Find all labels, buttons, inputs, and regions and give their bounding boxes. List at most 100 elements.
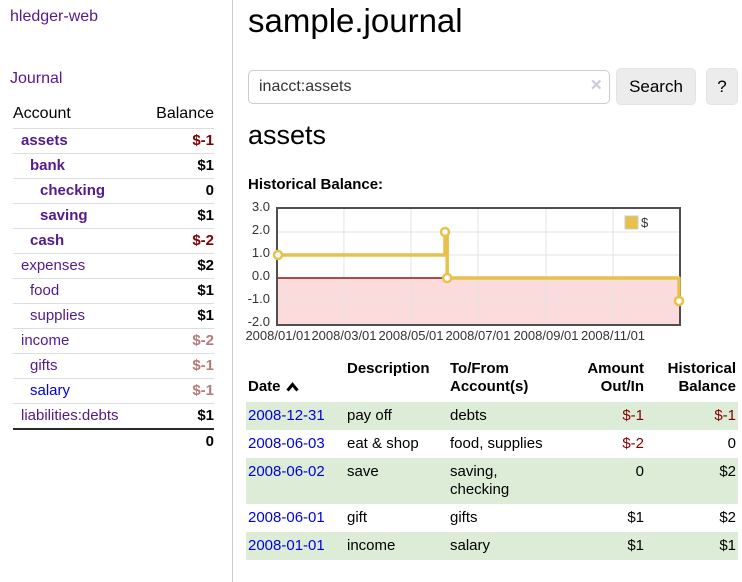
data-point[interactable] [441, 272, 453, 284]
account-row: assets $-1 [13, 128, 214, 154]
account-balance: $1 [142, 203, 214, 229]
account-link-saving[interactable]: saving [40, 207, 88, 224]
account-balance: $1 [142, 278, 214, 304]
transaction-description: save [347, 463, 379, 480]
data-point[interactable] [439, 226, 451, 238]
account-heading: assets [248, 120, 327, 150]
accounts-total-row: 0 [13, 428, 214, 454]
amount-column-header: Amount Out/In [587, 360, 644, 395]
accounts-header-row: Account Balance [13, 102, 214, 129]
historical-balance-chart: $3.0 2.0 1.0 0.0 -1.0 -2.0 2008/01/01 2008/03/0… [240, 199, 742, 346]
transaction-row: 2008-12-31 pay off debts $-1 $-1 [246, 402, 738, 430]
account-link-income[interactable]: income [21, 332, 70, 349]
chart-heading: Historical Balance: [248, 176, 384, 193]
account-balance: $-2 [142, 328, 214, 354]
transaction-date-link[interactable]: 2008-06-03 [248, 435, 325, 452]
data-point[interactable] [272, 249, 284, 261]
account-row: supplies $1 [13, 303, 214, 329]
account-link-salary[interactable]: salary [30, 382, 71, 399]
x-axis-tick-label: 2008/03/01 [311, 328, 377, 343]
account-balance: 0 [142, 178, 214, 204]
account-balance: $-1 [142, 378, 214, 404]
y-axis-tick-label: -1.0 [247, 291, 270, 306]
account-balance: $1 [197, 407, 214, 424]
search-input[interactable] [248, 70, 610, 104]
account-link-expenses[interactable]: expenses [21, 257, 86, 274]
date-header-label: Date [248, 378, 281, 395]
transaction-balance: $2 [719, 463, 736, 480]
account-row: saving $1 [13, 203, 214, 229]
transaction-date-link[interactable]: 2008-06-02 [248, 463, 325, 480]
account-link-liabilities-debts[interactable]: liabilities:debts [21, 407, 119, 424]
date-column-header[interactable]: Date [246, 358, 345, 402]
y-axis-tick-label: 3.0 [251, 199, 270, 214]
chart-plot-area: $ [272, 207, 685, 326]
transaction-date-link[interactable]: 2008-01-01 [248, 537, 325, 554]
y-axis-tick-label: 0.0 [251, 268, 270, 283]
account-row: checking 0 [13, 178, 214, 204]
sort-ascending-icon [285, 382, 299, 392]
sidebar-item-journal[interactable]: Journal [10, 70, 63, 87]
transaction-accounts: debts [450, 407, 487, 424]
account-balance: $2 [142, 253, 214, 279]
transaction-balance: 0 [727, 435, 736, 452]
account-row: gifts $-1 [13, 353, 214, 379]
x-axis-tick-label: 2008/09/01 [513, 328, 579, 343]
transaction-description: eat & shop [347, 435, 419, 452]
account-link-assets[interactable]: assets [21, 132, 68, 149]
transaction-row: 2008-06-01 gift gifts $1 $2 [246, 504, 738, 532]
account-row: salary $-1 [13, 378, 214, 404]
transaction-accounts: saving, checking [450, 463, 510, 498]
data-point[interactable] [673, 295, 685, 307]
page-title: sample.journal [248, 2, 463, 39]
accounts-table: Account Balance assets $-1 bank $1 checking 0… [13, 102, 214, 454]
clear-search-icon[interactable]: ✕ [590, 77, 603, 94]
y-axis-tick-label: 2.0 [251, 222, 270, 237]
transaction-row: 2008-01-01 income salary $1 $1 [246, 532, 738, 560]
transaction-date-link[interactable]: 2008-12-31 [248, 407, 325, 424]
y-axis-tick-label: -2.0 [247, 314, 270, 329]
transaction-description: pay off [347, 407, 392, 424]
transaction-balance: $-1 [714, 407, 736, 424]
transaction-balance: $2 [719, 509, 736, 526]
transaction-accounts: food, supplies [450, 435, 543, 452]
transaction-description: income [347, 537, 396, 554]
brand-link[interactable]: hledger-web [10, 8, 99, 25]
account-balance: $-1 [142, 128, 214, 154]
sidebar: hledger-web Journal Account Balance asse… [0, 0, 233, 582]
accounts-column-header: To/From Account(s) [450, 360, 529, 395]
account-link-supplies[interactable]: supplies [30, 307, 86, 324]
search-button[interactable]: Search [616, 68, 696, 105]
transaction-date-link[interactable]: 2008-06-01 [248, 509, 325, 526]
transaction-accounts: salary [450, 537, 491, 554]
account-column-header: Account [13, 102, 143, 129]
account-link-cash[interactable]: cash [30, 232, 65, 249]
legend-label: $ [641, 215, 649, 230]
transaction-amount: $-2 [622, 435, 644, 452]
transaction-amount: $1 [627, 509, 644, 526]
transaction-description: gift [347, 509, 368, 526]
balance-column-header: Balance [142, 102, 214, 129]
account-balance: $1 [142, 153, 214, 179]
account-link-bank[interactable]: bank [30, 157, 66, 174]
account-row: liabilities:debts $1 [13, 404, 214, 430]
account-balance: $1 [142, 303, 214, 329]
transaction-balance: $1 [719, 537, 736, 554]
description-column-header: Description [347, 360, 430, 377]
account-row: food $1 [13, 278, 214, 304]
transaction-row: 2008-06-03 eat & shop food, supplies $-2 0 [246, 430, 738, 458]
register-header-row: Date Description To/From Account(s) Amou… [246, 358, 738, 402]
account-link-food[interactable]: food [30, 282, 60, 299]
account-row: bank $1 [13, 153, 214, 179]
register-table: Date Description To/From Account(s) Amou… [246, 358, 738, 560]
help-button[interactable]: ? [706, 68, 738, 105]
account-balance: $-2 [142, 228, 214, 254]
transaction-accounts: gifts [450, 509, 478, 526]
account-link-checking[interactable]: checking [40, 182, 106, 199]
account-link-gifts[interactable]: gifts [30, 357, 58, 374]
account-row: expenses $2 [13, 253, 214, 279]
x-axis-tick-label: 2008/11/01 [580, 328, 646, 343]
x-axis-tick-label: 2008/01/01 [245, 328, 311, 343]
transaction-row: 2008-06-02 save saving, checking 0 $2 [246, 458, 738, 504]
